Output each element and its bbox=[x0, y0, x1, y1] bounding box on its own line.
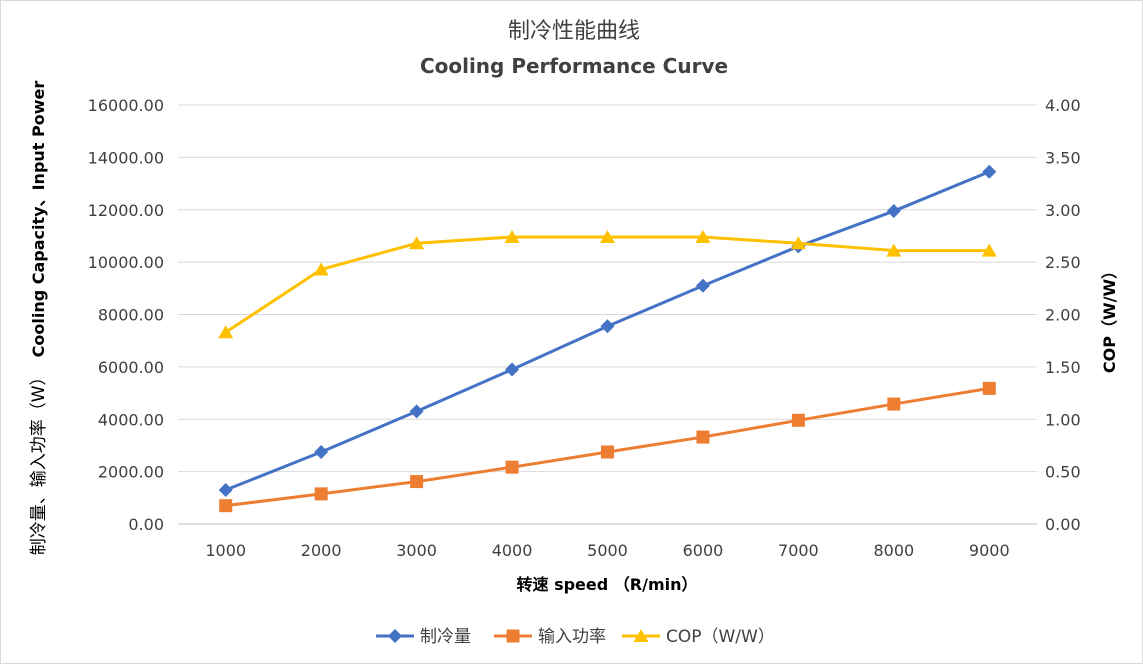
right-tick-label: 2.00 bbox=[1045, 306, 1081, 325]
data-point bbox=[601, 445, 614, 459]
series-1 bbox=[218, 164, 997, 497]
data-point bbox=[410, 475, 424, 489]
legend: 制冷量 输入功率 COP（W/W） bbox=[376, 627, 775, 647]
left-tick-label: 2000.00 bbox=[98, 463, 164, 482]
x-tick-label: 4000 bbox=[492, 541, 533, 560]
left-axis-title-en: Cooling Capacity、Input Power bbox=[29, 81, 48, 358]
left-tick-label: 16000.00 bbox=[88, 96, 164, 115]
right-tick-label: 3.00 bbox=[1045, 201, 1081, 220]
data-point bbox=[505, 362, 520, 377]
data-point bbox=[982, 164, 997, 179]
left-tick-label: 8000.00 bbox=[98, 306, 164, 325]
data-point bbox=[600, 229, 615, 243]
x-tick-label: 8000 bbox=[873, 541, 914, 560]
right-tick-label: 2.50 bbox=[1045, 253, 1081, 272]
data-point bbox=[218, 482, 233, 497]
left-axis-title: 制冷量、输入功率（W） Cooling Capacity、Input Power bbox=[29, 81, 49, 556]
svg-text:COP（W/W）: COP（W/W） bbox=[1100, 263, 1119, 373]
left-axis-ticks: 0.00 2000.00 4000.00 6000.00 8000.00 10000.00… bbox=[88, 96, 164, 534]
data-point bbox=[696, 430, 710, 444]
data-point bbox=[505, 460, 519, 474]
data-point bbox=[600, 319, 615, 334]
x-tick-label: 5000 bbox=[587, 541, 628, 560]
left-tick-label: 6000.00 bbox=[98, 358, 164, 377]
gridlines bbox=[178, 104, 1037, 525]
x-tick-label: 9000 bbox=[969, 541, 1010, 560]
data-point bbox=[887, 397, 901, 411]
legend-entry: 输入功率 bbox=[494, 627, 606, 647]
right-tick-label: 0.50 bbox=[1045, 463, 1081, 482]
right-tick-label: 3.50 bbox=[1045, 148, 1081, 167]
data-point bbox=[409, 404, 424, 419]
series-3 bbox=[218, 229, 997, 339]
right-axis-ticks: 0.00 0.50 1.00 1.50 2.00 2.50 3.00 3.50 4.00 bbox=[1045, 96, 1081, 534]
legend-entry: COP（W/W） bbox=[622, 627, 775, 647]
x-axis-ticks: 1000 2000 3000 4000 5000 6000 7000 8000 9000 bbox=[205, 541, 1009, 560]
left-tick-label: 12000.00 bbox=[88, 201, 164, 220]
right-tick-label: 1.50 bbox=[1045, 358, 1081, 377]
data-point bbox=[313, 262, 329, 276]
right-tick-label: 1.00 bbox=[1045, 410, 1081, 429]
left-tick-label: 0.00 bbox=[128, 515, 164, 534]
data-point bbox=[314, 487, 328, 501]
x-tick-label: 2000 bbox=[301, 541, 342, 560]
left-tick-label: 10000.00 bbox=[88, 253, 164, 272]
x-tick-label: 3000 bbox=[396, 541, 437, 560]
legend-entry: 制冷量 bbox=[376, 627, 471, 647]
data-point bbox=[218, 325, 234, 339]
svg-text:制冷量、输入功率（W） Cooling Capa: 制冷量、输入功率（W） Cooling Capacity、Input Power bbox=[29, 81, 49, 556]
chart-subtitle: Cooling Performance Curve bbox=[420, 54, 728, 78]
data-point bbox=[219, 499, 233, 513]
chart-title: 制冷性能曲线 bbox=[508, 19, 640, 44]
data-point bbox=[886, 243, 902, 257]
legend-marker bbox=[506, 629, 520, 643]
left-tick-label: 14000.00 bbox=[88, 148, 164, 167]
legend-marker bbox=[633, 629, 649, 642]
series-2 bbox=[219, 381, 996, 513]
left-tick-label: 4000.00 bbox=[98, 410, 164, 429]
legend-label: COP（W/W） bbox=[666, 627, 775, 647]
x-axis-title: 转速 speed （R/min） bbox=[517, 575, 698, 594]
x-tick-label: 7000 bbox=[778, 541, 819, 560]
data-point bbox=[790, 236, 806, 250]
data-point bbox=[791, 413, 805, 427]
data-point bbox=[982, 381, 996, 395]
data-point bbox=[695, 229, 711, 243]
data-point bbox=[886, 204, 901, 219]
x-tick-label: 6000 bbox=[683, 541, 724, 560]
data-point bbox=[504, 229, 520, 243]
right-axis-title: COP（W/W） bbox=[1100, 263, 1119, 373]
data-point bbox=[314, 444, 329, 459]
series-layer bbox=[218, 164, 997, 513]
legend-label: 制冷量 bbox=[420, 627, 471, 647]
data-point bbox=[981, 243, 997, 257]
data-point bbox=[695, 278, 710, 293]
left-axis-title-cn: 制冷量、输入功率（W） bbox=[29, 368, 49, 555]
right-tick-label: 4.00 bbox=[1045, 96, 1081, 115]
legend-marker bbox=[388, 629, 402, 643]
data-point bbox=[409, 236, 425, 250]
legend-label: 输入功率 bbox=[538, 627, 606, 647]
x-tick-label: 1000 bbox=[205, 541, 246, 560]
right-tick-label: 0.00 bbox=[1045, 515, 1081, 534]
